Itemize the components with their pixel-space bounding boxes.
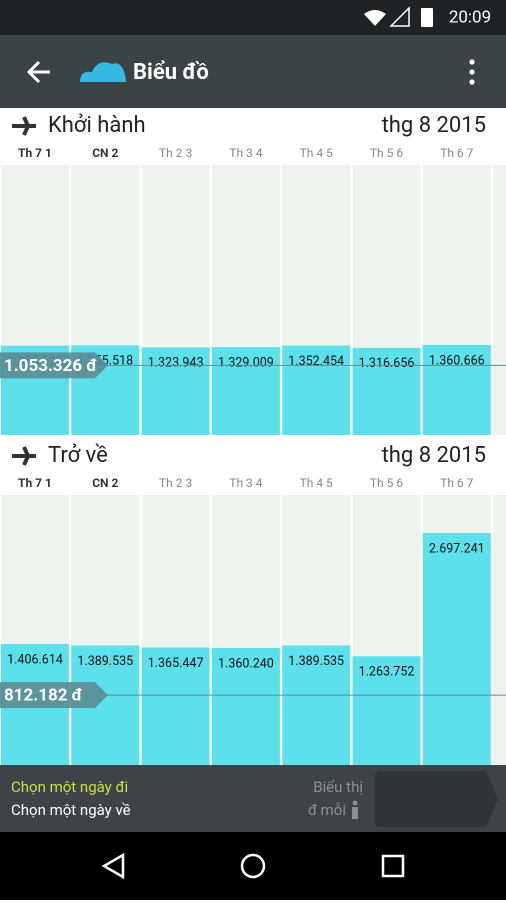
menu-button[interactable]: [469, 59, 475, 85]
nav-recents[interactable]: [381, 854, 405, 878]
nav-bar: [0, 832, 506, 900]
bar-value-label: 1.389.535: [77, 654, 133, 669]
search-button[interactable]: [375, 771, 498, 827]
day-label: Th 4 5: [300, 476, 333, 490]
depart-date[interactable]: Chọn một ngày đi: [11, 778, 128, 796]
bar: [352, 656, 421, 765]
bar: [422, 345, 491, 435]
nav-home[interactable]: [240, 853, 266, 879]
day-label: Th 6 7: [440, 146, 473, 160]
chart-title: Trở về: [48, 443, 108, 468]
reference-label: 1.053.326 đ: [4, 356, 97, 376]
show-label: Biểu thị: [313, 778, 363, 796]
day-label: Th 3 4: [229, 476, 262, 490]
day-label: Th 5 6: [370, 476, 403, 490]
plane-icon: [12, 446, 36, 466]
show-label: đ mỗi: [308, 801, 346, 819]
bar-value-label: 1.360.240: [218, 656, 274, 671]
reference-label: 812.182 đ: [4, 686, 82, 706]
chart-title: Khởi hành: [48, 113, 146, 138]
reference-tag: [0, 352, 108, 379]
battery-icon: [421, 8, 433, 27]
bar-value-label: 2.697.241: [429, 541, 485, 556]
bar: [141, 347, 210, 435]
bar: [352, 347, 421, 435]
day-label: CN 2: [92, 476, 118, 490]
back-button[interactable]: [26, 60, 50, 84]
bar-value-label: 1.329.009: [218, 355, 274, 370]
signal-icon: [389, 6, 410, 27]
wifi-icon: [364, 10, 386, 26]
clock: 20:09: [449, 7, 491, 27]
column-background: [493, 495, 506, 765]
app-bar: [0, 35, 506, 108]
bar-value-label: 1.323.943: [148, 356, 204, 371]
bar-value-label: 1.406.614: [7, 652, 63, 667]
bar: [211, 347, 280, 435]
bar: [211, 647, 280, 765]
plane-icon: [12, 116, 36, 136]
bar: [141, 647, 210, 765]
person-icon: [352, 800, 358, 819]
bar-value-label: 1.352.454: [288, 354, 344, 369]
day-label: Th 7 1: [18, 146, 52, 160]
day-label: Th 2 3: [159, 146, 192, 160]
day-label: Th 2 3: [159, 476, 192, 490]
bar: [282, 345, 351, 435]
day-label: Th 5 6: [370, 146, 403, 160]
day-label: Th 4 5: [300, 146, 333, 160]
bar: [422, 532, 491, 765]
chart-period: thg 8 2015: [382, 443, 486, 468]
chart-period: thg 8 2015: [382, 113, 486, 138]
day-label: Th 6 7: [440, 476, 473, 490]
bar-value-label: 1.365.447: [148, 656, 204, 671]
return-date[interactable]: Chọn một ngày về: [11, 801, 131, 819]
app-logo: [80, 62, 126, 82]
bar: [282, 645, 351, 765]
bar-value-label: 1.360.666: [429, 353, 485, 368]
day-label: Th 3 4: [229, 146, 262, 160]
bar-value-label: 1.263.752: [359, 665, 415, 680]
bar-value-label: 1.389.535: [288, 654, 344, 669]
column-background: [493, 165, 506, 435]
bar-value-label: 1.316.656: [359, 356, 415, 371]
day-label: Th 7 1: [18, 476, 52, 490]
app-title: Biểu đồ: [133, 60, 209, 85]
nav-back[interactable]: [101, 852, 125, 880]
day-label: CN 2: [92, 146, 118, 160]
reference-tag: [0, 682, 108, 709]
